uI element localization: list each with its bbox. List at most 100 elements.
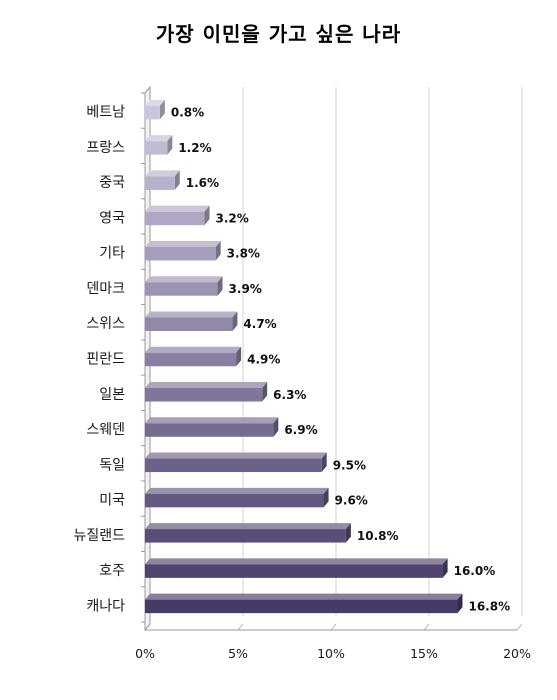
bar-side bbox=[323, 487, 329, 508]
x-tick-label: 10% bbox=[317, 646, 345, 661]
category-label: 중국 bbox=[99, 175, 125, 191]
bar-front bbox=[145, 246, 216, 261]
category-label: 프랑스 bbox=[86, 140, 125, 156]
bar bbox=[145, 205, 210, 226]
bar bbox=[145, 452, 327, 473]
bar-front bbox=[145, 105, 160, 120]
bar-top bbox=[145, 346, 242, 353]
data-label: 0.8% bbox=[171, 106, 204, 120]
bar bbox=[145, 311, 238, 331]
floor-gridline bbox=[237, 623, 244, 631]
bar-front bbox=[145, 564, 443, 578]
category-label: 스웨덴 bbox=[86, 422, 125, 438]
bar-top bbox=[145, 593, 463, 600]
bar-side bbox=[204, 205, 210, 226]
data-label: 16.8% bbox=[468, 599, 510, 613]
data-label: 6.3% bbox=[273, 388, 306, 402]
bar-top bbox=[145, 240, 221, 247]
bar-side bbox=[442, 558, 448, 578]
bar-top bbox=[145, 135, 173, 142]
bar bbox=[145, 523, 351, 543]
data-label: 9.6% bbox=[335, 494, 368, 508]
bar-side bbox=[457, 593, 463, 614]
floor-gridline bbox=[516, 623, 523, 631]
bar-top bbox=[145, 452, 327, 459]
bar-front bbox=[145, 282, 218, 296]
category-label: 베트남 bbox=[86, 105, 125, 121]
category-label: 핀란드 bbox=[86, 352, 125, 368]
data-label: 4.7% bbox=[243, 317, 276, 331]
bar bbox=[145, 276, 223, 296]
bar-top bbox=[145, 382, 268, 389]
bar-side bbox=[236, 346, 242, 367]
bar bbox=[145, 240, 221, 261]
category-label: 미국 bbox=[99, 493, 125, 509]
bar-top bbox=[145, 276, 223, 283]
category-label: 덴마크 bbox=[86, 281, 125, 297]
data-label: 1.2% bbox=[178, 141, 211, 155]
data-label: 16.0% bbox=[454, 564, 496, 578]
bar-front bbox=[145, 493, 324, 508]
bar-front bbox=[145, 176, 175, 190]
data-label: 3.2% bbox=[216, 211, 249, 225]
bar bbox=[145, 135, 173, 155]
x-tick-label: 0% bbox=[135, 646, 155, 661]
bar bbox=[145, 593, 463, 614]
category-label: 독일 bbox=[99, 457, 125, 473]
category-label: 스위스 bbox=[86, 316, 125, 332]
bar-front bbox=[145, 599, 458, 614]
bar-front bbox=[145, 529, 346, 543]
data-label: 3.9% bbox=[229, 282, 262, 296]
bar-side bbox=[215, 240, 221, 261]
bar-side bbox=[167, 135, 173, 155]
data-label: 10.8% bbox=[357, 529, 399, 543]
category-label: 호주 bbox=[99, 563, 125, 579]
bar bbox=[145, 382, 268, 402]
data-label: 9.5% bbox=[333, 458, 366, 472]
x-tick-label: 15% bbox=[410, 646, 438, 661]
bar bbox=[145, 487, 329, 508]
bar-top bbox=[145, 170, 180, 177]
category-label: 영국 bbox=[99, 210, 125, 226]
bar bbox=[145, 170, 180, 190]
bar bbox=[145, 558, 448, 578]
bar-top bbox=[145, 311, 238, 318]
bar-top bbox=[145, 205, 210, 212]
bar-side bbox=[174, 170, 180, 190]
bar-front bbox=[145, 423, 274, 437]
chart-title: 가장 이민을 가고 싶은 나라 bbox=[155, 22, 402, 46]
bar-front bbox=[145, 141, 168, 155]
bar-top bbox=[145, 417, 279, 424]
bar bbox=[145, 417, 279, 437]
data-label: 3.8% bbox=[227, 247, 260, 261]
floor-gridline bbox=[423, 623, 430, 631]
category-label: 기타 bbox=[99, 246, 125, 262]
x-tick-label: 5% bbox=[228, 646, 248, 661]
bar-side bbox=[232, 311, 238, 331]
x-tick-label: 20% bbox=[503, 646, 531, 661]
bar-front bbox=[145, 352, 237, 367]
bar-front bbox=[145, 388, 263, 402]
bar-side bbox=[321, 452, 327, 473]
category-label: 일본 bbox=[99, 387, 125, 403]
bar-top bbox=[145, 487, 329, 494]
bar-front bbox=[145, 458, 322, 473]
bar-front bbox=[145, 211, 205, 226]
bar-top bbox=[145, 99, 165, 106]
bar-top bbox=[145, 558, 448, 565]
bar-front bbox=[145, 317, 233, 331]
data-label: 6.9% bbox=[284, 423, 317, 437]
bar-side bbox=[217, 276, 223, 296]
bar-side bbox=[345, 523, 351, 543]
category-label: 뉴질랜드 bbox=[73, 528, 125, 544]
bar-side bbox=[159, 99, 165, 120]
data-label: 4.9% bbox=[247, 353, 280, 367]
bar-top bbox=[145, 523, 351, 530]
bar-side bbox=[273, 417, 279, 437]
bar-side bbox=[262, 382, 268, 402]
bar bbox=[145, 346, 242, 367]
category-label: 캐나다 bbox=[86, 598, 125, 614]
data-label: 1.6% bbox=[186, 176, 219, 190]
